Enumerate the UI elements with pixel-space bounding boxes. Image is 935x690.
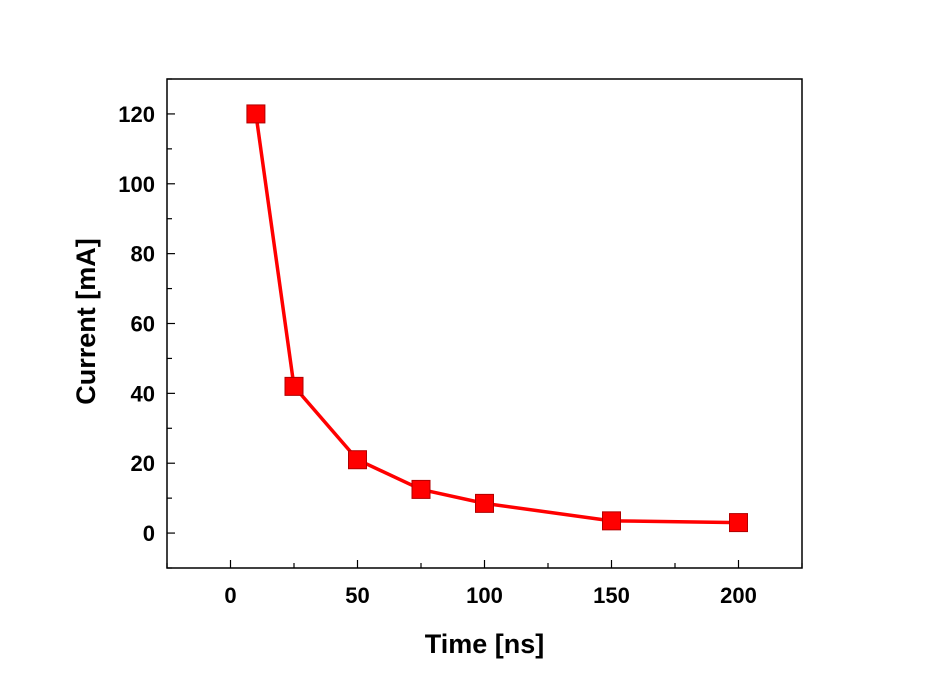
series-line-segment <box>292 385 359 461</box>
x-tick-label: 0 <box>224 583 236 608</box>
series-line-segment <box>420 487 485 506</box>
data-point-marker <box>475 493 494 513</box>
x-tick-label: 100 <box>466 583 503 608</box>
series-line-segment <box>484 501 612 523</box>
data-point-marker <box>246 104 266 124</box>
x-tick-label: 150 <box>593 583 630 608</box>
series-line-segment <box>356 458 422 491</box>
x-tick-label: 50 <box>345 583 369 608</box>
y-tick-label: 40 <box>131 381 155 406</box>
data-point-marker <box>602 511 621 531</box>
data-point-marker <box>411 479 431 499</box>
y-tick-label: 80 <box>131 242 155 267</box>
data-point-marker <box>729 513 748 533</box>
y-tick-label: 100 <box>118 172 155 197</box>
data-point-marker <box>284 376 304 396</box>
y-tick-label: 60 <box>131 312 155 337</box>
y-tick-label: 20 <box>131 451 155 476</box>
y-tick-label: 0 <box>143 521 155 546</box>
series-line-segment <box>611 519 739 525</box>
x-axis-title: Time [ns] <box>425 629 545 659</box>
y-axis-title: Current [mA] <box>71 238 101 405</box>
y-tick-label: 120 <box>118 102 155 127</box>
series-line-segment <box>254 113 296 387</box>
x-tick-label: 200 <box>720 583 757 608</box>
data-point-marker <box>348 450 367 470</box>
